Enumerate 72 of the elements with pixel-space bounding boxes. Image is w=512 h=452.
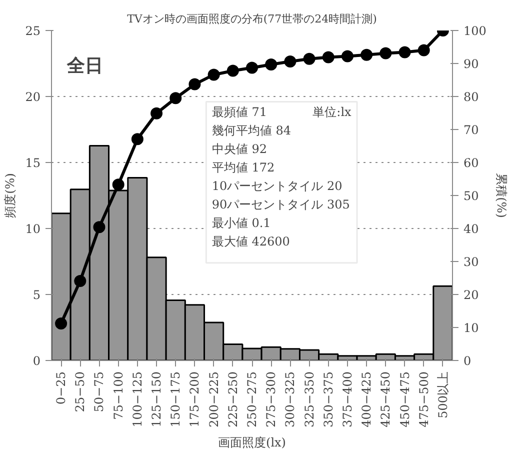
y2-tick-label: 50	[464, 189, 479, 203]
y2-tick-label: 90	[464, 57, 479, 71]
point	[208, 68, 220, 81]
annotation: 幾何平均値 84	[212, 123, 292, 138]
point	[398, 46, 411, 58]
annotation: 90パーセントタイル 305	[212, 197, 350, 212]
point	[303, 52, 316, 65]
y-tick-label: 20	[25, 90, 41, 104]
chart-title: TVオン時の画面照度の分布(77世帯の24時間計測)	[127, 12, 377, 26]
point	[265, 58, 278, 70]
point	[150, 107, 163, 120]
point	[55, 318, 68, 330]
x-axis-title: 画面照度(lx)	[218, 435, 286, 450]
annotation: 全日	[66, 56, 103, 77]
y2-tick-label: 40	[464, 222, 479, 236]
x-tick-label: 500以上	[436, 372, 450, 418]
point	[246, 62, 258, 74]
y-tick-label: 5	[32, 288, 41, 302]
x-tick-label: 125−150	[150, 371, 164, 428]
y2-tick-label: 100	[464, 24, 486, 38]
y-axis-title: 頻度(%)	[3, 173, 18, 218]
annotation: 10パーセントタイル 20	[212, 178, 342, 193]
point	[284, 56, 296, 68]
x-tick-label: 100−125	[130, 371, 144, 428]
x-tick-label: 450−475	[398, 371, 412, 428]
x-tick-label: 275−300	[264, 371, 278, 428]
point	[418, 44, 430, 56]
x-tick-label: 0−25	[54, 371, 68, 404]
y2-tick-label: 0	[464, 354, 472, 368]
x-tick-label: 175−200	[188, 371, 202, 428]
x-tick-label: 350−375	[321, 371, 336, 428]
x-tick-label: 375−400	[340, 371, 354, 428]
y-tick-label: 25	[25, 24, 41, 38]
y2-tick-label: 80	[464, 90, 479, 104]
annotation: 平均値 172	[212, 160, 275, 174]
point	[112, 178, 124, 191]
x-tick-label: 200−225	[206, 371, 221, 428]
point	[341, 50, 354, 62]
y-tick-label: 15	[25, 156, 41, 170]
x-tick-label: 50−75	[92, 372, 106, 412]
y2-axis-title: 累積(%)	[494, 173, 508, 218]
x-tick-label: 150−175	[168, 371, 183, 428]
annotation: 最頻値 71	[212, 104, 267, 119]
x-tick-label: 300−325	[283, 371, 298, 428]
x-tick-label: 250−275	[245, 371, 259, 428]
y2-tick-label: 30	[464, 255, 479, 269]
annotation: 最大値 42600	[212, 234, 290, 248]
point	[360, 48, 373, 61]
x-tick-label: 400−425	[360, 371, 374, 428]
y-tick-label: 10	[25, 222, 41, 236]
point	[74, 274, 86, 287]
x-tick-label: 25−50	[73, 372, 88, 412]
y2-tick-label: 20	[464, 288, 479, 302]
point	[226, 64, 239, 77]
point	[188, 78, 201, 90]
annotation: 最小値 0.1	[212, 216, 271, 230]
annotation: 中央値 92	[212, 142, 267, 156]
x-tick-label: 75−100	[111, 371, 126, 420]
annotation: 単位:lx	[312, 104, 352, 119]
y-tick-label: 0	[32, 354, 41, 368]
x-tick-label: 225−250	[226, 371, 240, 428]
x-tick-label: 475−500	[416, 371, 431, 428]
point	[131, 133, 144, 146]
point	[380, 47, 392, 60]
point	[170, 92, 182, 104]
point	[93, 221, 106, 234]
point	[322, 51, 334, 64]
x-tick-label: 325−350	[302, 371, 316, 428]
y2-tick-label: 60	[464, 156, 479, 170]
y2-tick-label: 10	[464, 321, 479, 335]
y2-tick-label: 70	[464, 123, 479, 137]
x-tick-label: 425−450	[378, 371, 393, 428]
